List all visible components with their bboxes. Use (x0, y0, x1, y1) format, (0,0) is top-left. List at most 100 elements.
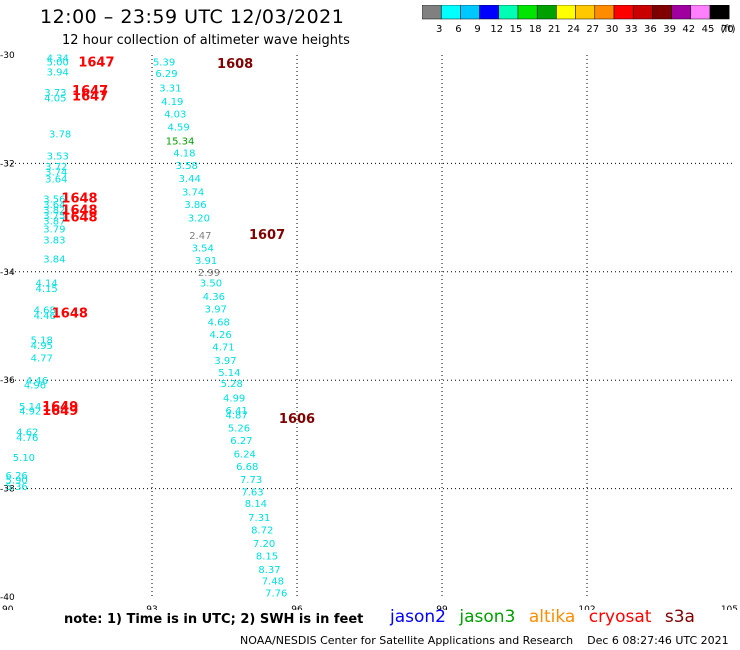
footer-credit: NOAA/NESDIS Center for Satellite Applica… (240, 634, 729, 647)
wave-height-point: 8.72 (251, 525, 273, 536)
x-tick-label: 90 (2, 605, 14, 610)
wave-height-point: 6.26 (6, 471, 28, 482)
wave-height-point: 3.97 (205, 305, 227, 316)
wave-height-point: 3.31 (159, 84, 181, 95)
wave-height-point: 4.15 (36, 284, 58, 295)
color-scale-label: 45 (702, 24, 715, 35)
wave-height-point: 7.48 (262, 577, 284, 588)
pass-time-label: 1649 (42, 404, 78, 419)
wave-height-point: 7.76 (265, 589, 287, 600)
wave-height-point: 4.26 (210, 330, 232, 341)
wave-height-point: 5.39 (153, 58, 175, 69)
wave-height-point: 5.14 (218, 368, 240, 379)
wave-height-point: 5.90 (6, 475, 28, 486)
wave-height-point: 7.63 (241, 487, 263, 498)
chart-subtitle: 12 hour collection of altimeter wave hei… (62, 33, 350, 48)
legend-item-altika: altika (528, 607, 576, 627)
wave-height-point: 5.36 (6, 482, 28, 493)
color-scale-label: 3 (436, 24, 442, 35)
wave-height-point: 4.46 (34, 311, 56, 322)
wave-height-point: 4.14 (36, 279, 58, 290)
wave-height-point: 3.53 (47, 151, 69, 162)
pass-time-label: 1606 (279, 412, 315, 427)
wave-height-point: 4.05 (44, 93, 66, 104)
color-scale-label: 42 (682, 24, 695, 35)
y-tick-label: -36 (0, 376, 15, 386)
color-scale-label: 21 (548, 24, 561, 35)
pass-time-label: 1649 (42, 400, 78, 415)
wave-height-point: 6.68 (236, 462, 258, 473)
color-scale-label: 36 (644, 24, 657, 35)
wave-height-point: 3.20 (188, 214, 210, 225)
wave-height-point: 6.29 (155, 69, 177, 80)
wave-height-point: 3.74 (182, 188, 204, 199)
footer-timestamp: Dec 6 08:27:46 UTC 2021 (587, 634, 729, 647)
wave-height-point: 7.31 (248, 513, 270, 524)
legend-item-jason2: jason2 (390, 607, 446, 627)
wave-height-point: 4.34 (47, 54, 69, 65)
wave-height-point: 7.20 (253, 539, 275, 550)
color-scale-label: 39 (663, 24, 676, 35)
wave-height-point: 3.91 (195, 256, 217, 267)
chart-plot: 90 93 96 99 102 105 -30 -32 -34 -36 -38 -40 4.345.00… (0, 51, 738, 610)
wave-height-point: 3.79 (43, 224, 65, 235)
wave-height-point: 4.18 (173, 149, 195, 160)
wave-height-point: 4.95 (31, 341, 53, 352)
chart-title: 12:00 – 23:59 UTC 12/03/2021 (40, 6, 345, 28)
x-tick-label: 105 (721, 605, 738, 610)
wave-height-point: 5.10 (13, 453, 35, 464)
wave-height-point: 2.47 (189, 231, 211, 242)
wave-height-point: 5.18 (31, 336, 53, 347)
pass-time-label: 1648 (61, 203, 97, 218)
y-tick-label: -40 (0, 593, 15, 603)
color-scale-label: 6 (455, 24, 461, 35)
x-tick-label: 99 (436, 605, 448, 610)
wave-height-point: 3.82 (43, 205, 65, 216)
wave-height-point: 3.97 (214, 356, 236, 367)
wave-height-point: 3.86 (184, 200, 206, 211)
pass-time-label: 1647 (78, 56, 114, 71)
color-scale-label: 18 (529, 24, 542, 35)
wave-height-point: 3.87 (43, 216, 65, 227)
wave-height-point: 4.19 (161, 97, 183, 108)
pass-time-label: 1648 (61, 192, 97, 207)
wave-height-point: 4.36 (203, 292, 225, 303)
pass-time-label: 1647 (72, 90, 108, 105)
wave-height-point: 4.92 (19, 407, 41, 418)
wave-height-point: 3.44 (179, 174, 201, 185)
wave-height-point: 3.54 (192, 243, 214, 254)
wave-height-point: 4.76 (16, 433, 38, 444)
wave-height-point: 3.56 (43, 195, 65, 206)
wave-height-point: 5.28 (221, 379, 243, 390)
wave-height-point: 15.34 (166, 137, 195, 148)
x-tick-label: 96 (291, 605, 303, 610)
legend-item-jason3: jason3 (459, 607, 516, 627)
wave-height-point: 3.94 (47, 67, 69, 78)
wave-height-point: 8.14 (245, 499, 267, 510)
y-tick-label: -38 (0, 485, 15, 495)
color-scale-unit: (ft) (720, 24, 735, 35)
wave-height-point: 4.99 (223, 394, 245, 405)
wave-height-point: 3.72 (45, 162, 67, 173)
legend-item-s3a: s3a (664, 607, 695, 627)
wave-height-point: 7.73 (240, 475, 262, 486)
color-scale-label: 9 (474, 24, 480, 35)
pass-time-label: 1607 (249, 228, 285, 243)
wave-height-point: 8.15 (256, 551, 278, 562)
wave-height-point: 3.83 (43, 235, 65, 246)
color-scale-label: 33 (625, 24, 638, 35)
wave-height-point: 4.77 (31, 353, 53, 364)
color-scale-label: 27 (586, 24, 599, 35)
wave-height-point: 3.50 (200, 279, 222, 290)
wave-height-point: 4.46 (26, 376, 48, 387)
wave-height-point: 6.24 (234, 449, 256, 460)
wave-height-point: 3.84 (43, 254, 65, 265)
color-scale-label: 30 (606, 24, 619, 35)
y-tick-label: -30 (0, 51, 15, 61)
wave-height-point: 5.14 (19, 402, 41, 413)
wave-height-point: 3.73 (44, 88, 66, 99)
wave-height-point: 3.64 (45, 175, 67, 186)
legend-item-cryosat: cryosat (588, 607, 652, 627)
units-note: note: 1) Time is in UTC; 2) SWH is in fe… (64, 612, 364, 627)
wave-height-point: 4.87 (225, 410, 247, 421)
